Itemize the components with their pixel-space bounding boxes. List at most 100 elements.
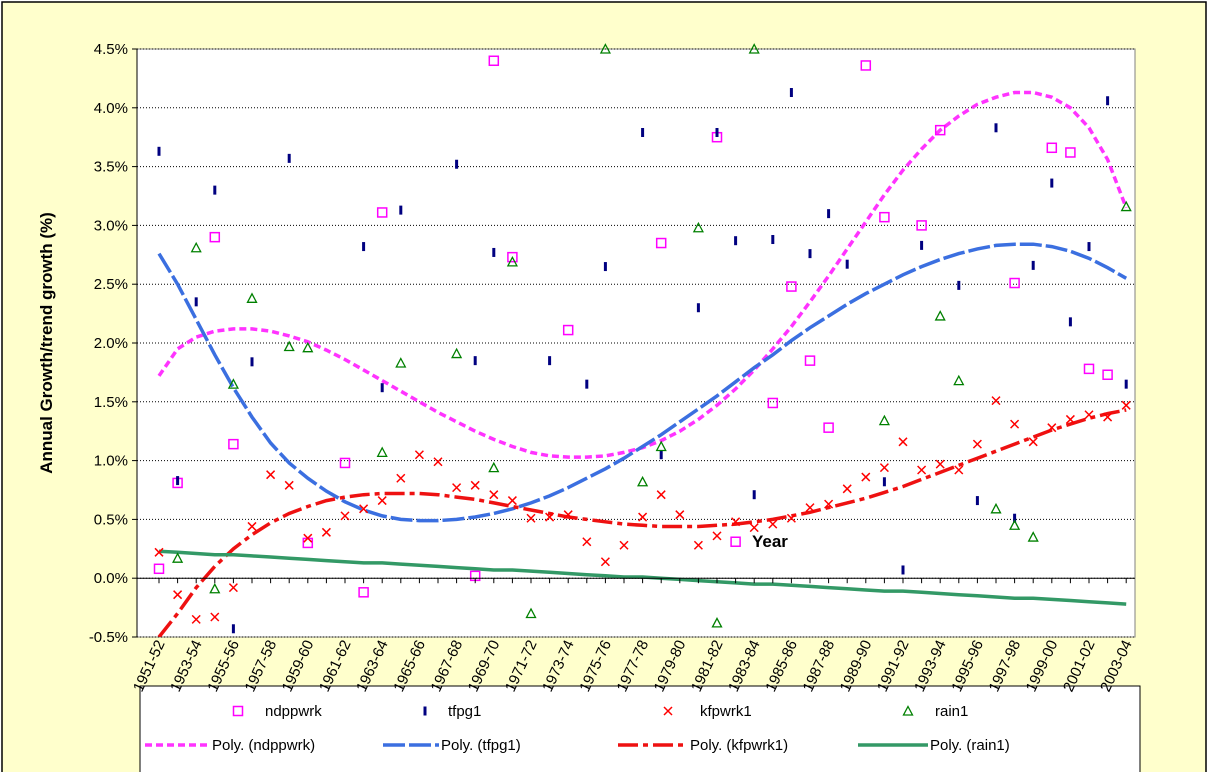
marker-dash	[548, 356, 552, 366]
marker-dash	[901, 565, 905, 575]
marker-dash	[455, 159, 459, 169]
marker-square	[339, 457, 351, 469]
marker-dash	[1068, 317, 1072, 327]
marker-square	[153, 563, 165, 575]
marker-x	[693, 540, 703, 550]
marker-x	[1084, 410, 1094, 420]
marker-x	[359, 504, 369, 514]
marker-x	[1103, 412, 1113, 422]
marker-square	[1009, 277, 1020, 289]
marker-dash	[473, 356, 477, 366]
marker-triangle	[655, 440, 667, 452]
marker-x	[824, 499, 834, 509]
marker-square	[209, 231, 221, 243]
marker-square	[358, 587, 369, 598]
legend-label: rain1	[935, 703, 968, 720]
marker-square	[488, 55, 500, 67]
marker-dash	[1124, 379, 1128, 389]
marker-x	[663, 706, 673, 716]
marker-x	[321, 527, 331, 537]
marker-dash	[157, 146, 161, 156]
grid	[137, 48, 1135, 638]
marker-square	[562, 324, 574, 336]
marker-x	[284, 480, 294, 490]
marker-triangle	[1120, 200, 1132, 212]
y-tick-label: 1.0%	[94, 453, 128, 470]
marker-triangle	[227, 378, 239, 389]
marker-square	[934, 124, 946, 136]
marker-dash	[994, 123, 998, 133]
markers	[153, 43, 1132, 634]
marker-x	[991, 396, 1001, 406]
marker-square	[232, 705, 244, 717]
marker-x	[228, 583, 238, 593]
marker-x	[1028, 437, 1038, 447]
marker-x	[712, 531, 722, 541]
marker-dash	[213, 185, 217, 195]
marker-dash	[194, 297, 198, 307]
legend-label: ndppwrk	[265, 703, 322, 720]
trend-lines	[157, 90, 1128, 637]
marker-x	[731, 517, 741, 527]
y-tick-label: -0.5%	[89, 629, 128, 646]
marker-square	[1046, 142, 1058, 154]
marker-x	[861, 472, 871, 482]
y-tick-label: 4.0%	[94, 100, 128, 117]
annotation: Year	[752, 532, 788, 551]
marker-square	[879, 211, 890, 223]
marker-x	[1121, 400, 1131, 410]
marker-dash	[231, 624, 235, 634]
marker-square	[376, 207, 388, 218]
y-tick-label: 2.5%	[94, 276, 128, 293]
marker-dash	[492, 247, 496, 257]
marker-triangle	[934, 310, 946, 321]
trend-line	[157, 242, 1128, 523]
marker-x	[675, 510, 685, 520]
y-tick-label: 3.5%	[94, 159, 128, 176]
marker-dash	[603, 262, 607, 272]
marker-triangle	[692, 221, 704, 233]
marker-dash	[585, 379, 589, 389]
marker-dash	[789, 88, 793, 98]
marker-triangle	[1009, 519, 1021, 530]
marker-x	[935, 459, 945, 469]
marker-square	[730, 536, 741, 547]
marker-dash	[1031, 260, 1035, 270]
marker-x	[452, 483, 462, 493]
marker-x	[619, 540, 629, 550]
marker-dash	[659, 450, 663, 460]
marker-x	[749, 523, 759, 533]
y-tick-label: 4.5%	[94, 41, 128, 58]
marker-square	[1102, 369, 1113, 381]
marker-square	[916, 220, 927, 231]
trend-line	[158, 549, 1127, 606]
legend-label: Poly. (ndppwrk)	[212, 737, 315, 754]
marker-x	[377, 496, 387, 506]
marker-x	[842, 484, 852, 494]
marker-triangle	[711, 616, 723, 628]
marker-x	[210, 612, 220, 622]
marker-x	[303, 533, 313, 543]
marker-x	[638, 512, 648, 522]
marker-x	[191, 614, 201, 624]
marker-triangle	[302, 341, 314, 353]
marker-triangle	[599, 43, 611, 54]
marker-x	[656, 490, 666, 500]
marker-x	[917, 465, 927, 475]
marker-square	[786, 281, 797, 292]
marker-triangle	[209, 582, 221, 594]
marker-dash	[176, 476, 180, 486]
marker-dash	[957, 280, 961, 290]
trend-line	[157, 408, 1127, 637]
marker-triangle	[990, 502, 1002, 514]
marker-dash	[771, 235, 775, 245]
marker-x	[954, 465, 964, 475]
y-tick-label: 2.0%	[94, 335, 128, 352]
marker-dash	[845, 259, 849, 269]
marker-triangle	[246, 292, 258, 303]
marker-x	[972, 439, 982, 449]
marker-x	[805, 503, 815, 513]
marker-x	[470, 480, 480, 490]
marker-dash	[696, 303, 700, 313]
marker-dash	[1050, 178, 1054, 188]
